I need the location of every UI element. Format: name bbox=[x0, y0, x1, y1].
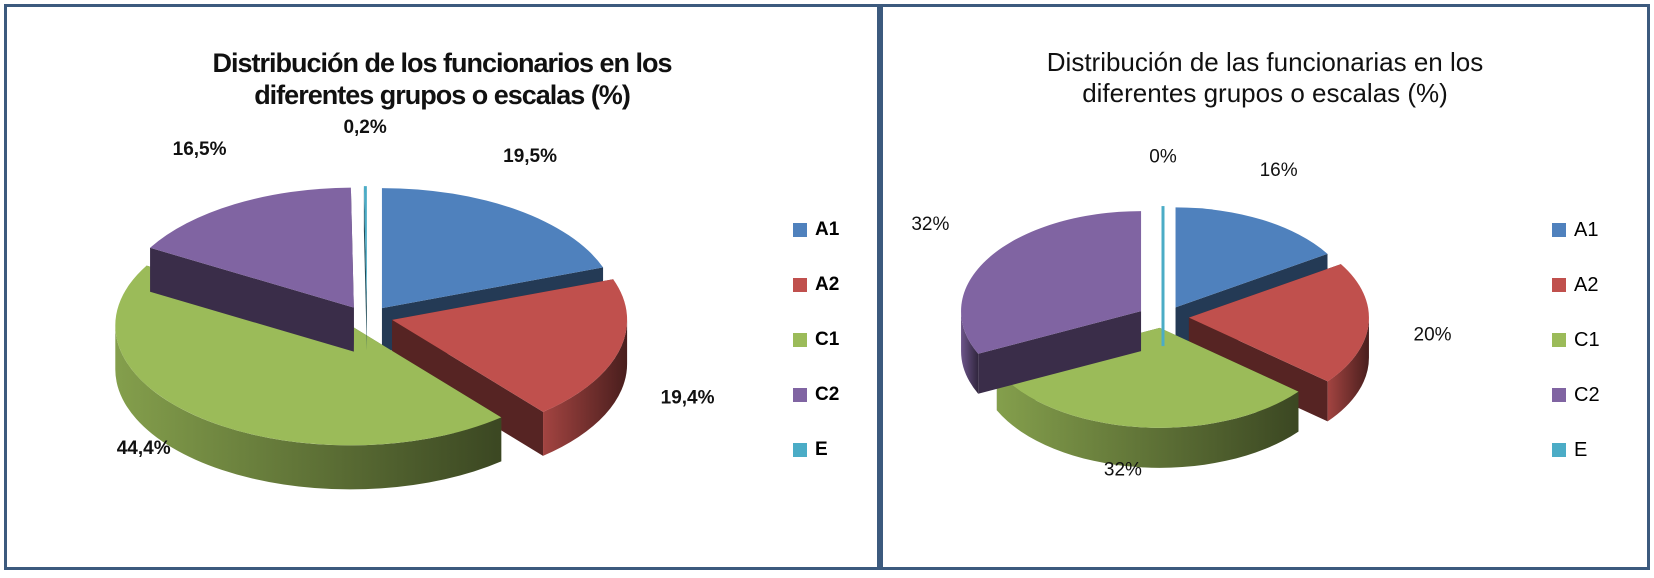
legend-label-e: E bbox=[815, 439, 828, 460]
legend-label-a2: A2 bbox=[815, 274, 840, 295]
legend-item-e: E bbox=[793, 435, 828, 465]
pie-chart: 16% 20% 32% 32% 0% bbox=[911, 146, 1452, 481]
legend-item-a2: A2 bbox=[793, 270, 839, 300]
pie-slice-top bbox=[150, 187, 354, 308]
legend-item-e: E bbox=[1552, 435, 1587, 465]
pie-chart: 19,5% 19,4% 44,4% 16,5% 0,2% bbox=[115, 117, 715, 490]
legend-label-a1: A1 bbox=[1574, 218, 1599, 241]
legend-label-c1: C1 bbox=[1574, 328, 1600, 351]
pie-slice-edge bbox=[996, 370, 1299, 468]
pie-slice-c2 bbox=[150, 187, 354, 352]
legend-swatch-c1 bbox=[1552, 333, 1566, 347]
legend-swatch-a1 bbox=[1552, 223, 1566, 237]
legend-swatch-c2 bbox=[1552, 388, 1566, 402]
legend-swatch-a2 bbox=[1552, 278, 1566, 292]
legend-label-e: E bbox=[1574, 438, 1588, 461]
data-label-a1: 16% bbox=[1260, 160, 1298, 181]
legend-swatch-a1 bbox=[793, 223, 807, 237]
legend-item-c1: C1 bbox=[793, 325, 839, 355]
legend-label-a1: A1 bbox=[815, 219, 840, 240]
data-label-c2: 16,5% bbox=[173, 139, 227, 160]
pie-slice-top bbox=[381, 188, 604, 309]
pie-slice-a2 bbox=[392, 279, 628, 456]
pie-slice-top bbox=[1175, 207, 1328, 308]
legend-item-a1: A1 bbox=[1552, 215, 1598, 245]
legend-item-c2: C2 bbox=[1552, 380, 1600, 410]
chart-panel-funcionarias: Distribución de las funcionarias en los … bbox=[880, 4, 1650, 570]
legend-swatch-e bbox=[1552, 443, 1566, 457]
legend-label-a2: A2 bbox=[1574, 273, 1599, 296]
data-label-c1: 44,4% bbox=[117, 438, 171, 459]
pie-slice-edge bbox=[1327, 317, 1369, 422]
chart-title: Distribución de los funcionarios en los … bbox=[7, 47, 877, 112]
pie-slice-wall bbox=[392, 319, 544, 456]
data-label-e: 0,2% bbox=[343, 117, 386, 138]
pie-slice-face bbox=[1161, 206, 1165, 347]
chart-panel-funcionarios: Distribución de los funcionarios en los … bbox=[4, 4, 880, 570]
pie-slice-top bbox=[115, 265, 502, 446]
legend-label-c2: C2 bbox=[1574, 383, 1600, 406]
data-label-a2: 19,4% bbox=[661, 387, 715, 408]
legend-item-c2: C2 bbox=[793, 380, 839, 410]
pie-slice-e bbox=[363, 186, 367, 351]
pie-slice-top bbox=[961, 211, 1142, 354]
pie-slice-edge bbox=[115, 325, 502, 490]
pie-slice-edge bbox=[543, 319, 628, 456]
data-label-a2: 20% bbox=[1414, 324, 1452, 345]
chart-title-line-1: Distribución de los funcionarios en los bbox=[212, 48, 672, 78]
legend-item-a2: A2 bbox=[1552, 270, 1598, 300]
pie-slice-c2 bbox=[961, 211, 1142, 394]
legend-item-c1: C1 bbox=[1552, 325, 1600, 355]
legend-swatch-c2 bbox=[793, 388, 807, 402]
pie-slice-e bbox=[1161, 206, 1165, 347]
chart-title-line-2: diferentes grupos o escalas (%) bbox=[1082, 78, 1448, 109]
pie-slice-top bbox=[363, 186, 367, 307]
pie-slice-wall bbox=[978, 311, 1142, 394]
data-label-c2: 32% bbox=[911, 214, 949, 235]
legend-swatch-e bbox=[793, 443, 807, 457]
legend-swatch-c1 bbox=[793, 333, 807, 347]
data-label-c1: 32% bbox=[1104, 460, 1142, 481]
pie-slice-wall bbox=[363, 186, 367, 351]
legend-item-a1: A1 bbox=[793, 215, 839, 245]
data-label-e: 0% bbox=[1149, 146, 1177, 167]
chart-title-line-2: diferentes grupos o escalas (%) bbox=[254, 80, 631, 111]
chart-title: Distribución de las funcionarias en los … bbox=[883, 47, 1647, 109]
pie-slice-top bbox=[392, 279, 628, 412]
data-label-a1: 19,5% bbox=[503, 146, 557, 167]
pie-slice-edge bbox=[961, 311, 979, 394]
legend-label-c1: C1 bbox=[815, 329, 840, 350]
pie-slice-top bbox=[1188, 264, 1369, 382]
pie-slice-wall bbox=[150, 247, 354, 352]
chart-title-line-1: Distribución de las funcionarias en los bbox=[1046, 47, 1484, 77]
legend-label-c2: C2 bbox=[815, 384, 840, 405]
legend-swatch-a2 bbox=[793, 278, 807, 292]
